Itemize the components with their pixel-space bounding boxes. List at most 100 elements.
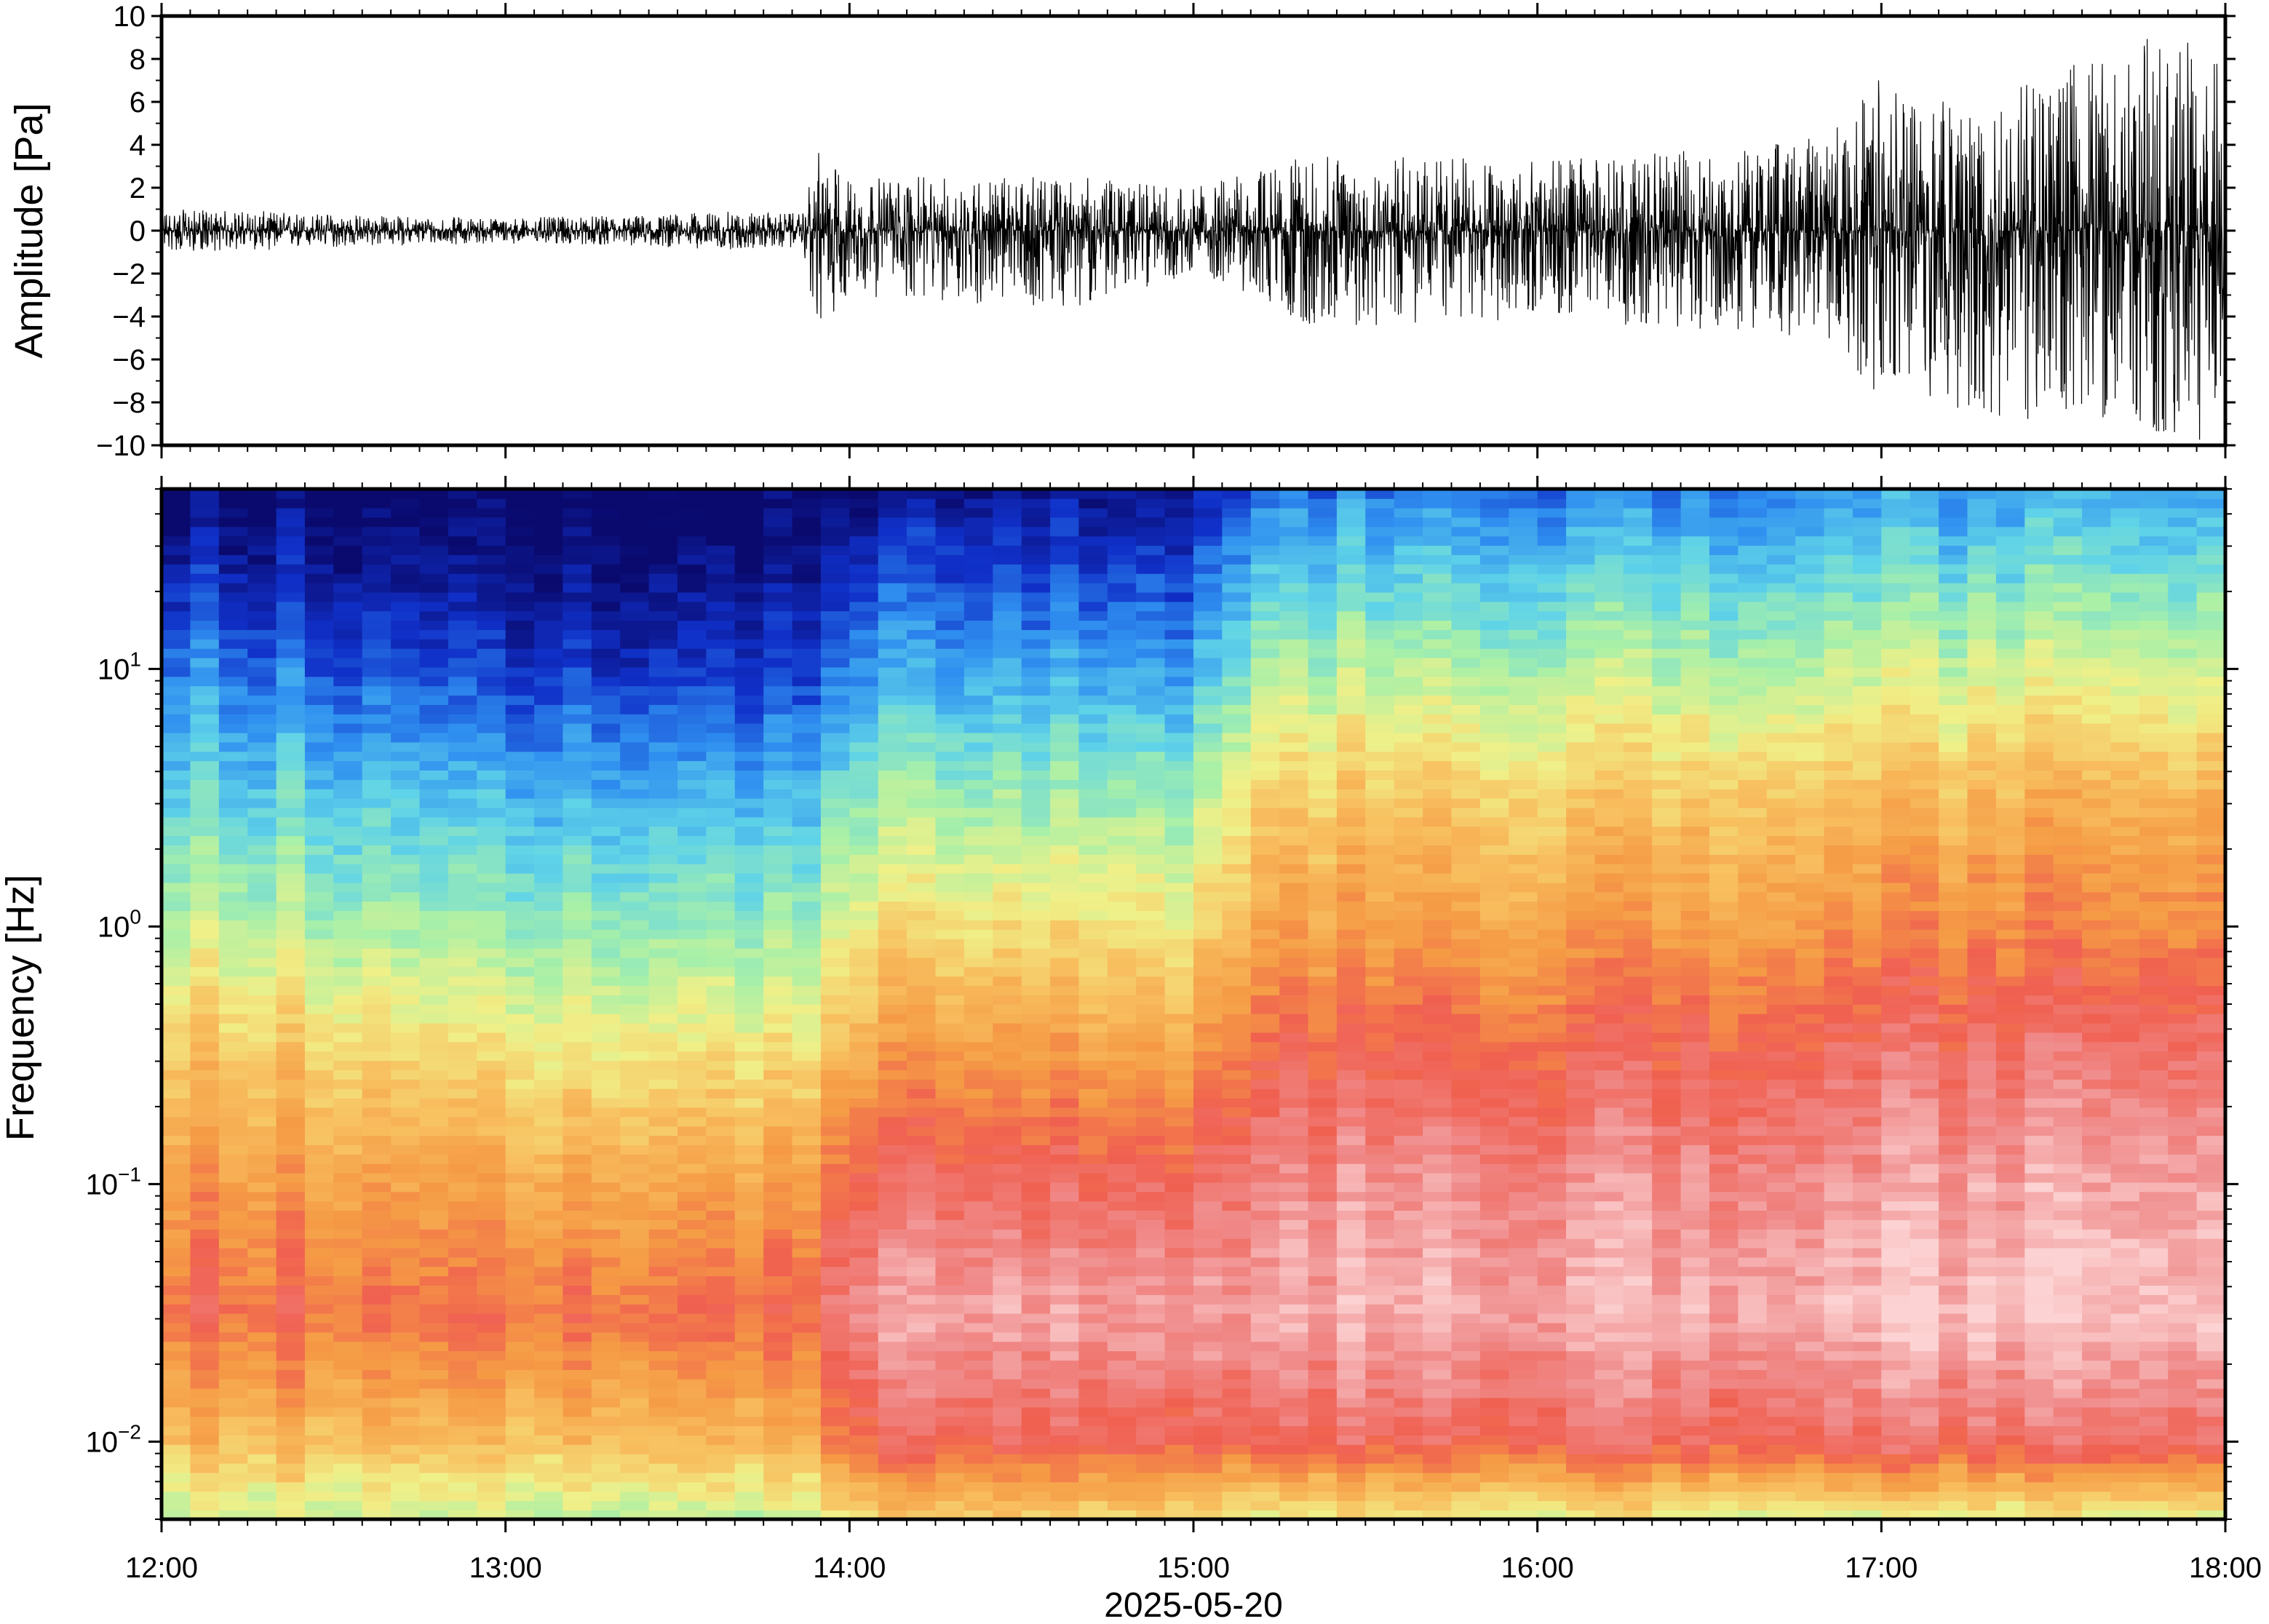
spectrogram-cell	[1078, 995, 1108, 1005]
spectrogram-cell	[1193, 1163, 1223, 1174]
spectrogram-cell	[477, 826, 506, 837]
spectrogram-cell	[1021, 826, 1051, 837]
spectrogram-cell	[706, 1022, 736, 1033]
spectrogram-cell	[162, 629, 191, 640]
spectrogram-cell	[677, 1444, 707, 1454]
spectrogram-cell	[935, 966, 965, 977]
spectrogram-cell	[1308, 1238, 1338, 1249]
spectrogram-cell	[1308, 732, 1338, 743]
spectrogram-cell	[1365, 1350, 1395, 1361]
spectrogram-cell	[591, 1079, 621, 1089]
spectrogram-cell	[1423, 1313, 1453, 1324]
spectrogram-cell	[362, 920, 392, 930]
spectrogram-cell	[563, 741, 592, 752]
spectrogram-cell	[763, 816, 793, 827]
spectrogram-cell	[391, 751, 421, 762]
spectrogram-cell	[218, 826, 248, 837]
spectrogram-cell	[763, 1182, 793, 1193]
spectrogram-cell	[734, 536, 764, 546]
spectrogram-cell	[333, 498, 363, 509]
spectrogram-cell	[1423, 1275, 1453, 1286]
spectrogram-cell	[190, 1481, 220, 1492]
spectrogram-cell	[706, 1060, 736, 1070]
spectrogram-cell	[1250, 639, 1280, 649]
spectrogram-cell	[1136, 741, 1166, 752]
spectrogram-cell	[1394, 797, 1423, 808]
spectrogram-cell	[1136, 920, 1166, 930]
spectrogram-cell	[505, 545, 535, 555]
spectrogram-cell	[1193, 657, 1223, 668]
spectrogram-cell	[505, 882, 535, 893]
spectrogram-cell	[304, 1303, 335, 1314]
spectrogram-cell	[1193, 592, 1223, 602]
spectrogram-cell	[1222, 1172, 1252, 1183]
spectrogram-cell	[591, 620, 621, 630]
spectrogram-cell	[505, 1257, 535, 1267]
spectrogram-cell	[1193, 1060, 1223, 1070]
spectrogram-cell	[534, 985, 564, 995]
spectrogram-cell	[591, 1182, 621, 1193]
spectrogram-cell	[505, 1435, 535, 1445]
spectrogram-cell	[677, 807, 707, 818]
spectrogram-cell	[247, 920, 277, 930]
spectrogram-cell	[477, 1154, 506, 1164]
spectrogram-cell	[505, 788, 535, 799]
spectrogram-cell	[218, 1051, 248, 1062]
spectrogram-cell	[734, 995, 764, 1005]
spectrogram-cell	[878, 863, 907, 874]
spectrogram-cell	[935, 1341, 965, 1352]
spectrogram-cell	[878, 854, 907, 864]
spectrogram-cell	[448, 1145, 478, 1155]
spectrogram-cell	[993, 966, 1022, 977]
spectrogram-cell	[1164, 666, 1194, 677]
spectrogram-cell	[304, 882, 335, 893]
spectrogram-cell	[591, 545, 621, 555]
spectrogram-cell	[1136, 1088, 1166, 1099]
spectrogram-cell	[304, 1462, 335, 1473]
spectrogram-cell	[935, 947, 965, 958]
spectrogram-cell	[1136, 1070, 1166, 1080]
spectrogram-cell	[648, 1481, 678, 1492]
spectrogram-cell	[362, 507, 392, 518]
spectrogram-cell	[1394, 1032, 1423, 1043]
spectrogram-cell	[534, 1510, 564, 1520]
spectrogram-cell	[162, 1135, 191, 1145]
spectrogram-cell	[162, 1322, 191, 1333]
spectrogram-cell	[391, 1172, 421, 1183]
spectrogram-cell	[1164, 1462, 1194, 1473]
spectrogram-cell	[734, 938, 764, 949]
spectrogram-cell	[477, 1444, 506, 1454]
spectrogram-cell	[304, 1350, 335, 1361]
spectrogram-cell	[505, 1135, 535, 1145]
spectrogram-cell	[763, 863, 793, 874]
spectrogram-cell	[1365, 929, 1395, 939]
spectrogram-cell	[448, 1172, 478, 1183]
spectrogram-cell	[734, 1135, 764, 1145]
spectrogram-cell	[1423, 1369, 1453, 1380]
spectrogram-cell	[1107, 1332, 1137, 1342]
spectrogram-cell	[1107, 1060, 1137, 1070]
spectrogram-cell	[706, 1154, 736, 1164]
spectrogram-cell	[1107, 1032, 1137, 1043]
spectrogram-cell	[304, 1013, 335, 1024]
spectrogram-cell	[849, 732, 879, 743]
spectrogram-cell	[1021, 1257, 1051, 1267]
spectrogram-cell	[849, 573, 879, 584]
spectrogram-cell	[1021, 1070, 1051, 1080]
spectrogram-cell	[1308, 1332, 1338, 1342]
spectrogram-cell	[448, 1453, 478, 1464]
spectrogram-cell	[1136, 826, 1166, 837]
spectrogram-cell	[1279, 1397, 1309, 1408]
spectrogram-cell	[1394, 845, 1423, 855]
spectrogram-cell	[591, 695, 621, 705]
spectrogram-cell	[190, 760, 220, 771]
spectrogram-cell	[362, 1322, 392, 1333]
spectrogram-cell	[763, 695, 793, 705]
spectrogram-cell	[190, 741, 220, 752]
spectrogram-cell	[1021, 1172, 1051, 1183]
spectrogram-cell	[1107, 564, 1137, 574]
spectrogram-cell	[362, 1247, 392, 1258]
spectrogram-cell	[1078, 741, 1108, 752]
spectrogram-cell	[591, 1126, 621, 1136]
spectrogram-cell	[448, 1004, 478, 1014]
